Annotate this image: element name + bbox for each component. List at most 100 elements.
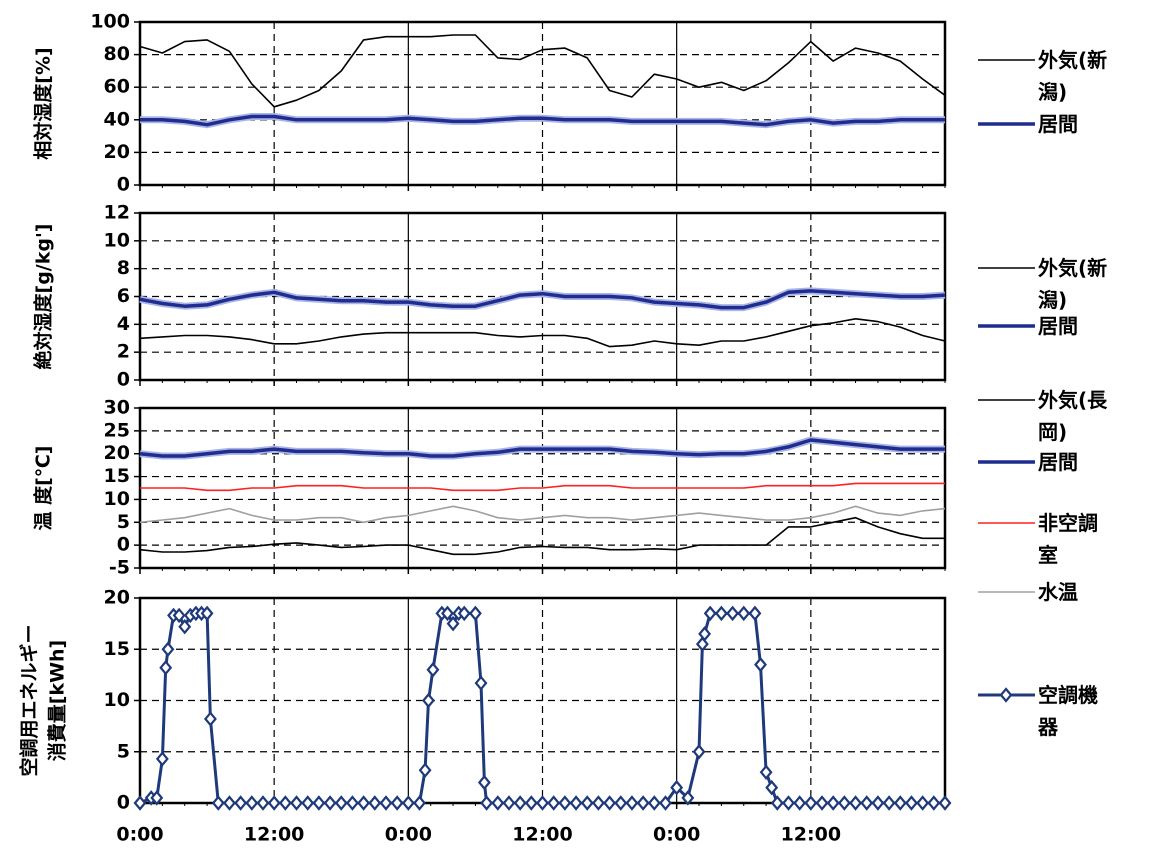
data-point — [726, 605, 740, 622]
data-point — [737, 605, 751, 622]
data-point — [379, 795, 393, 811]
data-point — [390, 795, 404, 811]
data-point — [636, 795, 650, 811]
y-tick-label: 5 — [117, 740, 130, 762]
y-tick-label: 100 — [90, 11, 130, 33]
data-point — [133, 795, 147, 811]
y-tick-label: 30 — [104, 397, 130, 419]
data-point — [759, 764, 773, 780]
series-line — [139, 438, 945, 458]
data-point — [782, 795, 795, 811]
data-point — [765, 779, 779, 796]
series-line — [139, 516, 945, 556]
data-point — [893, 795, 907, 811]
data-point — [368, 795, 382, 811]
legend-label: 非空調室 — [1038, 511, 1098, 567]
data-point — [234, 795, 248, 811]
y-axis-label: 絶対湿度[g/kg'] — [32, 224, 55, 370]
data-point — [278, 795, 292, 811]
data-point — [625, 795, 639, 811]
data-point — [580, 795, 594, 811]
data-point — [647, 795, 661, 811]
data-point — [441, 605, 454, 622]
data-point — [670, 779, 684, 796]
y-axis-label: 空調用エネルギー — [18, 624, 41, 776]
data-point — [569, 795, 583, 811]
data-point — [614, 795, 628, 811]
series-line — [139, 318, 946, 348]
data-point — [770, 795, 784, 811]
data-point — [211, 795, 225, 811]
data-point — [837, 795, 851, 811]
legend-label: 外気(新潟) — [1038, 256, 1108, 312]
data-point — [826, 795, 840, 811]
y-tick-label: 15 — [104, 638, 130, 660]
data-point — [150, 790, 164, 806]
data-point — [161, 641, 175, 657]
data-point — [155, 751, 169, 767]
data-point — [849, 795, 862, 811]
data-point — [290, 795, 303, 811]
y-tick-label: 12 — [104, 202, 130, 224]
data-point — [345, 795, 359, 811]
data-point — [659, 795, 672, 811]
data-point — [267, 795, 281, 811]
data-point — [401, 795, 415, 811]
data-point — [591, 795, 605, 811]
y-tick-label: 8 — [117, 257, 130, 279]
legend-label: 外気(長岡) — [1038, 388, 1108, 444]
y-axis-label: 相対湿度[%] — [32, 47, 55, 159]
y-tick-label: 10 — [104, 689, 130, 711]
data-point — [513, 795, 527, 811]
data-point — [695, 636, 709, 652]
x-tick-label: 0:00 — [116, 824, 163, 846]
series-line — [140, 482, 945, 492]
data-point — [323, 795, 337, 811]
data-point — [536, 795, 549, 811]
x-tick-label: 12:00 — [781, 824, 841, 846]
data-point — [172, 607, 186, 624]
data-point — [477, 774, 491, 791]
data-point — [754, 656, 767, 673]
data-point — [804, 795, 818, 811]
legend-marker — [999, 687, 1013, 703]
data-point — [524, 795, 538, 811]
data-point — [714, 605, 728, 622]
series-line — [139, 289, 946, 310]
data-point — [703, 605, 717, 622]
y-tick-label: 40 — [104, 108, 130, 130]
data-point — [446, 615, 460, 632]
y-tick-label: 6 — [117, 285, 130, 307]
x-tick-label: 0:00 — [653, 824, 700, 846]
y-tick-label: 10 — [104, 488, 130, 510]
y-tick-label: 15 — [104, 465, 130, 487]
data-point — [418, 762, 432, 778]
y-tick-label: 0 — [117, 792, 130, 814]
series-line — [140, 114, 945, 127]
y-tick-label: 0 — [117, 174, 130, 196]
x-tick-label: 12:00 — [512, 824, 572, 846]
y-tick-label: 5 — [117, 511, 130, 533]
y-tick-label: 60 — [104, 76, 130, 98]
y-tick-label: 4 — [117, 313, 130, 335]
data-point — [204, 711, 217, 727]
y-tick-label: 2 — [117, 341, 130, 363]
legend-label: 水温 — [1038, 580, 1078, 604]
data-point — [603, 795, 617, 811]
data-point — [200, 605, 214, 622]
data-point — [422, 692, 435, 709]
y-tick-label: 20 — [104, 141, 130, 163]
data-point — [468, 605, 482, 622]
legend-label: 居間 — [1038, 450, 1078, 474]
legend-label: 居間 — [1038, 314, 1078, 338]
y-tick-label: 0 — [117, 369, 130, 391]
data-point — [905, 795, 918, 811]
data-point — [692, 744, 706, 760]
data-point — [426, 662, 440, 678]
data-point — [159, 659, 173, 676]
data-point — [334, 795, 348, 811]
legend-label: 外気(新潟) — [1038, 48, 1108, 104]
y-axis-label: 消費量[kWh] — [46, 640, 69, 762]
